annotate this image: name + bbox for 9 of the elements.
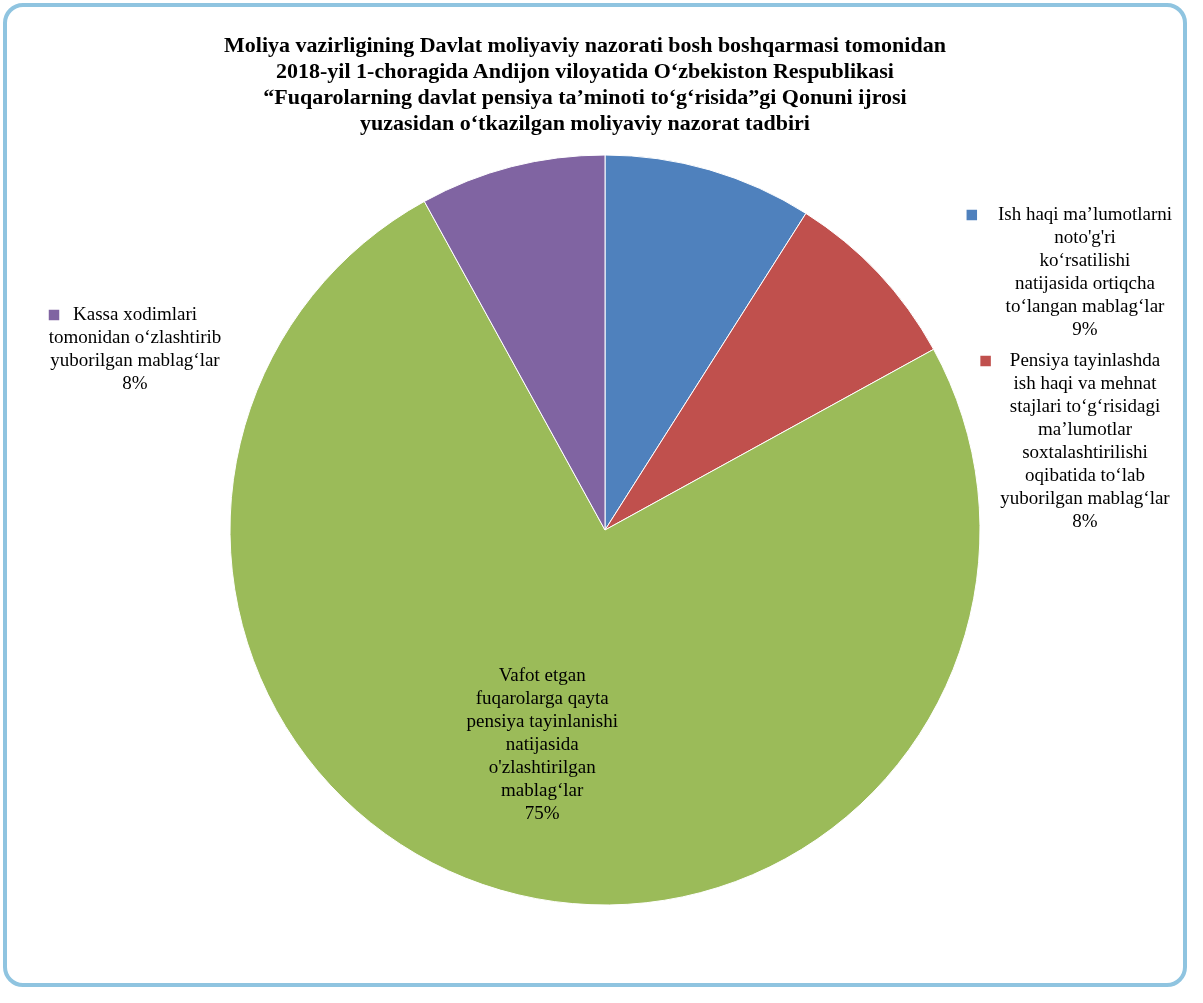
legend-label: Ish haqi ma’lumotlarni noto'g'ri ko‘rsatilishi natijasida ortiqcha to‘langan mablag‘lar — [997, 203, 1173, 316]
data-label: 8% — [1072, 510, 1098, 531]
legend-label: Kassa xodimlari tomonidan o‘zlashtirib yuborilgan mablag‘lar — [48, 303, 222, 370]
slice-label: Vafot etgan fuqarolarga qayta pensiya tayinlanishi natijasida o'zlashtirilgan mablag‘lar — [466, 663, 618, 800]
data-label: 8% — [122, 372, 148, 393]
data-label: 75% — [524, 801, 560, 823]
legend-label: Pensiya tayinlashda ish haqi va mehnat stajlari to‘g‘risidagi ma’lumotlar soxtalashtirilishi oqibatida to‘lab yuborilgan mablag‘lar — [1000, 349, 1171, 508]
chart-title: Moliya vazirligining Davlat moliyaviy nazorati bosh boshqarmasi tomonidan 2018-yil 1-choragida Andijon viloyatida O‘zbekiston Respublikasi “Fuqarolarning davlat pensiya ta’minoti to‘g‘risida”gi Qonuni ijrosi yuzasidan o‘tkazilgan moliyaviy nazorat tadbiri — [224, 32, 946, 135]
data-label: 9% — [1072, 318, 1098, 339]
